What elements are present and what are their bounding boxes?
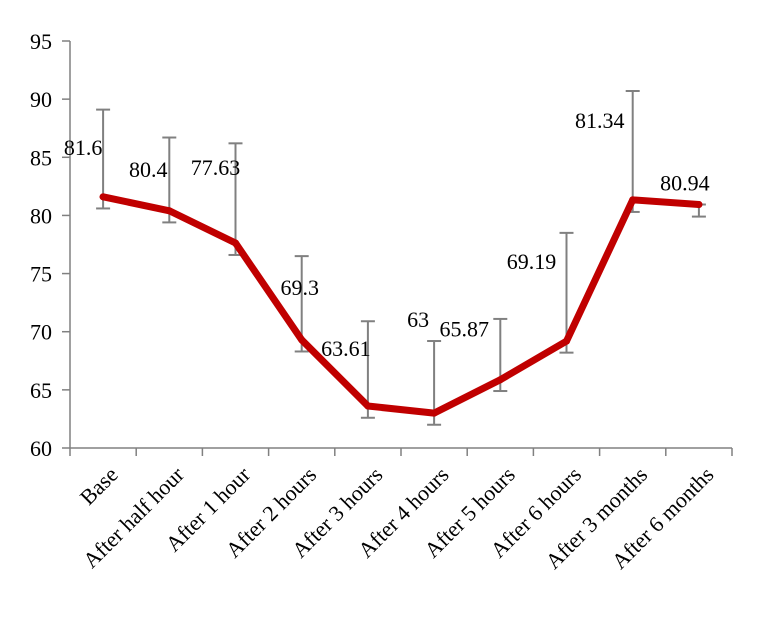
data-label: 80.4 bbox=[129, 157, 168, 182]
data-label: 69.19 bbox=[507, 249, 557, 274]
y-tick-label: 70 bbox=[30, 320, 52, 345]
data-point bbox=[298, 336, 306, 344]
y-axis: 60 65 70 75 80 85 90 95 bbox=[30, 29, 71, 461]
data-label: 81.34 bbox=[575, 108, 625, 133]
data-point bbox=[563, 337, 570, 345]
data-label: 63 bbox=[407, 307, 429, 332]
data-label: 65.87 bbox=[440, 317, 490, 342]
data-label: 63.61 bbox=[321, 336, 371, 361]
data-label: 69.3 bbox=[280, 275, 319, 300]
series-line bbox=[99, 193, 703, 417]
data-labels: 81.6 80.4 77.63 69.3 63.61 63 65.87 69.19 81.34 8… bbox=[64, 108, 710, 361]
data-point bbox=[629, 196, 637, 204]
data-label: 81.6 bbox=[64, 135, 103, 160]
data-point bbox=[232, 239, 239, 247]
data-point bbox=[165, 207, 173, 215]
data-point bbox=[364, 402, 372, 410]
y-tick-label: 85 bbox=[30, 145, 52, 170]
y-tick-label: 65 bbox=[30, 378, 52, 403]
y-tick-label: 80 bbox=[30, 203, 52, 228]
y-tick-label: 75 bbox=[30, 262, 52, 287]
data-point bbox=[99, 193, 107, 201]
y-tick-label: 60 bbox=[30, 436, 52, 461]
data-point bbox=[695, 200, 703, 208]
x-tick-label: Base bbox=[75, 462, 123, 510]
y-tick-label: 95 bbox=[30, 29, 52, 54]
data-point bbox=[496, 376, 504, 384]
y-tick-label: 90 bbox=[30, 87, 52, 112]
data-label: 77.63 bbox=[191, 155, 241, 180]
data-point bbox=[430, 409, 438, 417]
series-polyline bbox=[99, 193, 703, 417]
error-bars bbox=[96, 90, 706, 426]
data-label: 80.94 bbox=[660, 170, 710, 195]
